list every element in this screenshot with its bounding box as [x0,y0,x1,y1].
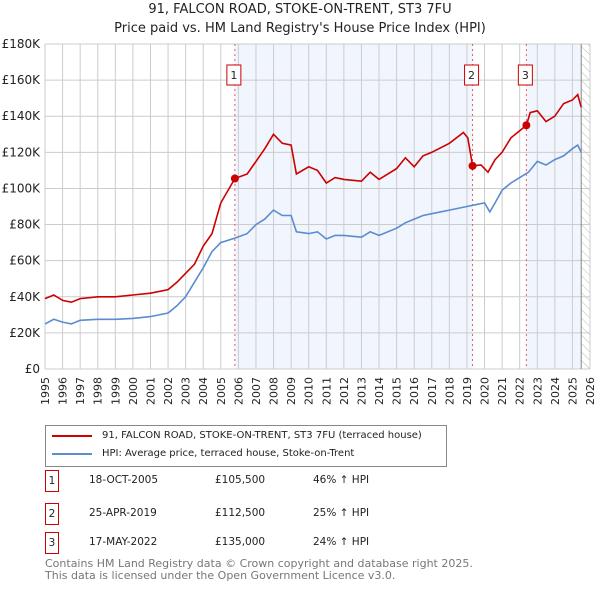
x-tick-label: 2002 [162,377,175,405]
y-tick-label: £60K [9,254,41,268]
x-tick-label: 2025 [566,377,579,405]
plot-area: 1995 1996 1997 1998 1999 2000 2001 2002 2003 2004… [2,37,597,405]
x-tick-label: 2016 [408,377,421,405]
x-tick-label: 2019 [461,377,474,405]
legend: 91, FALCON ROAD, STOKE-ON-TRENT, ST3 7FU… [45,425,447,467]
sale-date: 17-MAY-2022 [89,536,158,548]
sale-marker-badge: 2 [45,503,59,525]
hpi-line [44,143,582,325]
x-tick-label: 2018 [443,377,456,405]
y-tick-label: £40K [9,290,41,304]
shaded-ownership-period [526,44,582,369]
sale-date: 25-APR-2019 [89,507,157,519]
footer-licence: This data is licensed under the Open Gov… [45,569,396,582]
x-tick-label: 2023 [531,377,544,405]
x-tick-label: 2006 [232,377,245,405]
shaded-ownership-period [234,44,473,369]
x-tick-label: 2008 [268,377,281,405]
x-tick-label: 1998 [92,377,105,405]
y-tick-label: £20K [9,326,41,340]
sale-point [230,174,239,183]
x-tick-label: 1995 [39,377,52,405]
sale-marker-box [517,64,533,86]
legend-label-property: 91, FALCON ROAD, STOKE-ON-TRENT, ST3 7FU… [102,430,422,441]
sale-point [522,121,531,130]
x-tick-label: 2024 [549,377,562,405]
legend-swatch-hpi [52,452,92,455]
sale-marker-label: 3 [522,69,529,82]
x-tick-label: 1999 [109,377,122,405]
x-tick-label: 2020 [479,377,492,405]
sale-price: £135,000 [215,536,266,548]
sale-hpi-diff: 25% ↑ HPI [313,507,370,519]
x-tick-label: 2001 [144,377,157,405]
x-tick-label: 2015 [391,377,404,405]
y-tick-label: £160K [2,73,42,87]
sale-price: £112,500 [215,507,266,519]
x-tick-label: 2014 [373,377,386,405]
chart-subtitle: Price paid vs. HM Land Registry's House … [114,21,486,36]
sale-hpi-diff: 46% ↑ HPI [313,474,370,486]
sale-marker-badge: 1 [45,470,59,492]
x-tick-label: 2009 [285,377,298,405]
x-tick-label: 2022 [514,377,527,405]
legend-swatch-property [52,434,92,437]
sale-marker-label: 2 [468,69,475,82]
x-tick-label: 2026 [584,377,597,405]
y-tick-label: £180K [2,37,42,51]
sale-date: 18-OCT-2005 [89,474,158,486]
x-tick-label: 2000 [127,377,140,405]
forecast-hatch [581,44,590,369]
y-tick-label: £80K [9,218,41,232]
property-price-line [44,93,582,304]
x-tick-label: 1996 [57,377,70,405]
y-tick-label: £140K [2,109,42,123]
legend-label-hpi: HPI: Average price, terraced house, Stok… [102,448,355,459]
sale-marker-box [464,64,480,86]
x-tick-label: 2003 [180,377,193,405]
footer: Contains HM Land Registry data © Crown c… [45,558,473,582]
x-tick-label: 2011 [320,377,333,405]
x-tick-label: 2021 [496,377,509,405]
x-tick-label: 2004 [197,377,210,405]
x-tick-label: 2005 [215,377,228,405]
x-tick-label: 2012 [338,377,351,405]
x-tick-label: 2007 [250,377,263,405]
sale-point [468,161,477,170]
y-tick-label: £0 [25,362,40,376]
sale-price: £105,500 [215,474,266,486]
footer-copyright: Contains HM Land Registry data © Crown c… [45,557,473,570]
sale-marker-label: 1 [230,69,237,82]
y-tick-label: £120K [2,145,42,159]
sale-marker-box [226,64,242,86]
x-tick-label: 2013 [355,377,368,405]
sale-marker-badge: 3 [45,532,59,554]
y-tick-label: £100K [2,181,42,195]
x-tick-label: 2010 [303,377,316,405]
x-tick-label: 1997 [74,377,87,405]
chart-title: 91, FALCON ROAD, STOKE-ON-TRENT, ST3 7FU [148,2,452,17]
x-tick-label: 2017 [426,377,439,405]
sale-hpi-diff: 24% ↑ HPI [313,536,370,548]
